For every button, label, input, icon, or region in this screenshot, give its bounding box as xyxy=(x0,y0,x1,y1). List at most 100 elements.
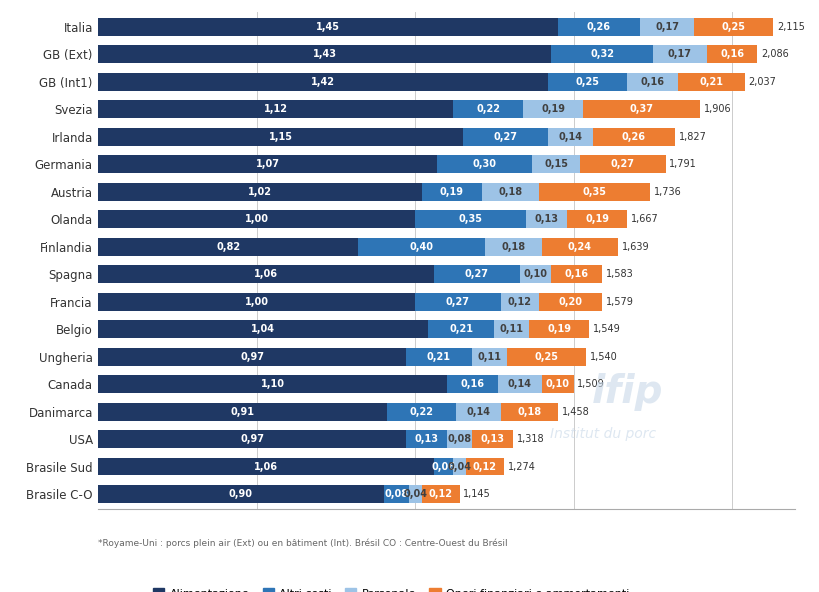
Text: 1,07: 1,07 xyxy=(256,159,279,169)
Text: 1,04: 1,04 xyxy=(251,324,275,334)
Bar xyxy=(405,430,446,448)
Text: 0,26: 0,26 xyxy=(621,132,645,142)
Bar xyxy=(421,485,459,503)
Bar xyxy=(98,46,550,63)
Text: 1,15: 1,15 xyxy=(269,132,292,142)
Bar xyxy=(592,128,674,146)
Bar xyxy=(98,458,434,475)
Text: 0,18: 0,18 xyxy=(498,187,522,197)
Bar xyxy=(98,183,421,201)
Bar xyxy=(98,403,387,420)
Text: 0,12: 0,12 xyxy=(428,489,452,499)
Text: 0,24: 0,24 xyxy=(568,242,591,252)
Text: 0,32: 0,32 xyxy=(590,49,613,59)
Text: 0,17: 0,17 xyxy=(654,22,678,32)
Bar xyxy=(453,458,465,475)
Text: 1,736: 1,736 xyxy=(653,187,681,197)
Text: 2,115: 2,115 xyxy=(776,22,804,32)
Bar xyxy=(98,485,383,503)
Text: 0,06: 0,06 xyxy=(432,462,455,472)
Text: 1,06: 1,06 xyxy=(254,269,278,279)
Bar xyxy=(497,375,541,393)
Bar xyxy=(500,403,557,420)
Bar xyxy=(548,128,592,146)
Bar xyxy=(98,293,414,311)
Text: 0,13: 0,13 xyxy=(534,214,558,224)
Text: 0,82: 0,82 xyxy=(216,242,240,252)
Bar xyxy=(640,18,693,36)
Text: 0,13: 0,13 xyxy=(414,434,438,444)
Text: 1,10: 1,10 xyxy=(260,379,284,389)
Bar xyxy=(579,155,665,173)
Text: 0,11: 0,11 xyxy=(500,324,523,334)
Bar xyxy=(557,18,640,36)
Bar xyxy=(358,238,484,256)
Text: 0,11: 0,11 xyxy=(477,352,501,362)
Text: 1,667: 1,667 xyxy=(631,214,658,224)
Text: 0,12: 0,12 xyxy=(473,462,496,472)
Bar xyxy=(98,18,557,36)
Text: 0,18: 0,18 xyxy=(500,242,525,252)
Text: 0,08: 0,08 xyxy=(383,489,408,499)
Bar xyxy=(98,375,446,393)
Text: 0,18: 0,18 xyxy=(517,407,541,417)
Text: 0,25: 0,25 xyxy=(721,22,744,32)
Text: 1,00: 1,00 xyxy=(245,214,269,224)
Text: 0,91: 0,91 xyxy=(230,407,254,417)
Bar xyxy=(472,430,513,448)
Bar xyxy=(550,46,652,63)
Text: Institut du porc: Institut du porc xyxy=(549,427,655,441)
Legend: Alimentazione, Altri costi, Personale, Oneri finanziari e ammortamenti: Alimentazione, Altri costi, Personale, O… xyxy=(148,584,633,592)
Bar xyxy=(387,403,456,420)
Bar xyxy=(494,320,528,338)
Bar xyxy=(405,348,472,366)
Text: 0,16: 0,16 xyxy=(459,379,484,389)
Text: 1,549: 1,549 xyxy=(593,324,620,334)
Bar xyxy=(446,375,497,393)
Bar xyxy=(519,265,551,283)
Bar xyxy=(98,73,548,91)
Text: 0,17: 0,17 xyxy=(667,49,691,59)
Bar xyxy=(98,101,453,118)
Bar xyxy=(98,210,414,228)
Bar xyxy=(532,155,579,173)
Bar xyxy=(548,73,627,91)
Text: 0,21: 0,21 xyxy=(449,324,473,334)
Text: 1,12: 1,12 xyxy=(264,104,287,114)
Text: 0,19: 0,19 xyxy=(547,324,571,334)
Bar xyxy=(462,128,548,146)
Text: 1,145: 1,145 xyxy=(463,489,491,499)
Bar xyxy=(98,430,405,448)
Text: 0,37: 0,37 xyxy=(629,104,653,114)
Text: 1,579: 1,579 xyxy=(605,297,633,307)
Bar xyxy=(677,73,744,91)
Bar xyxy=(523,101,582,118)
Text: 1,43: 1,43 xyxy=(313,49,337,59)
Bar xyxy=(652,46,706,63)
Text: 0,16: 0,16 xyxy=(719,49,743,59)
Bar xyxy=(500,293,538,311)
Bar xyxy=(465,458,504,475)
Bar xyxy=(541,375,573,393)
Text: 0,21: 0,21 xyxy=(699,77,722,87)
Text: 0,13: 0,13 xyxy=(480,434,505,444)
Bar xyxy=(582,101,699,118)
Bar xyxy=(528,320,589,338)
Text: 0,10: 0,10 xyxy=(545,379,569,389)
Text: 0,26: 0,26 xyxy=(586,22,610,32)
Bar xyxy=(409,485,421,503)
Bar xyxy=(383,485,409,503)
Text: 0,08: 0,08 xyxy=(447,434,471,444)
Text: 0,27: 0,27 xyxy=(464,269,488,279)
Text: 0,22: 0,22 xyxy=(409,407,433,417)
Bar xyxy=(437,155,532,173)
Text: 1,639: 1,639 xyxy=(621,242,649,252)
Text: 1,02: 1,02 xyxy=(247,187,272,197)
Text: 1,509: 1,509 xyxy=(577,379,604,389)
Text: 0,15: 0,15 xyxy=(544,159,568,169)
Bar xyxy=(541,238,618,256)
Text: 2,086: 2,086 xyxy=(760,49,788,59)
Text: 0,14: 0,14 xyxy=(507,379,531,389)
Text: 1,318: 1,318 xyxy=(517,434,544,444)
Bar xyxy=(484,238,541,256)
